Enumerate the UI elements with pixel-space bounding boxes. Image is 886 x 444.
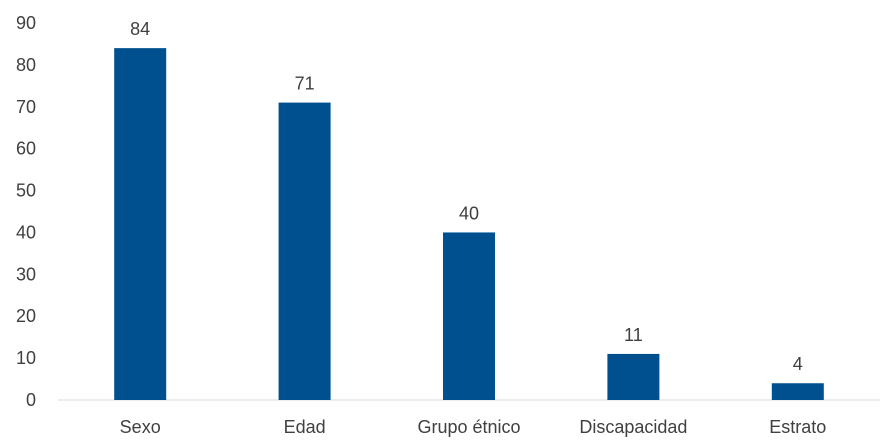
bar-1 [278,102,331,400]
y-tick-label: 30 [16,264,36,284]
x-category-label: Edad [284,417,326,437]
bar-3 [607,353,660,400]
y-tick-label: 90 [16,13,36,33]
y-tick-label: 80 [16,55,36,75]
data-label: 84 [130,19,150,39]
data-labels: 84 71 40 11 4 [130,19,803,374]
x-axis-labels: Sexo Edad Grupo étnico Discapacidad Estrato [120,417,827,437]
bar-4 [771,383,824,400]
x-category-label: Sexo [120,417,161,437]
x-category-label: Discapacidad [579,417,687,437]
data-label: 71 [295,74,315,94]
y-tick-label: 50 [16,181,36,201]
x-category-label: Estrato [769,417,826,437]
y-tick-label: 20 [16,306,36,326]
x-category-label: Grupo étnico [417,417,520,437]
data-label: 11 [624,325,643,345]
bar-0 [114,48,167,401]
y-axis-ticks: 0 10 20 30 40 50 60 70 80 90 [16,13,36,410]
data-label: 40 [459,203,479,223]
y-tick-label: 60 [16,139,36,159]
bar-2 [443,232,495,400]
y-tick-label: 10 [16,348,36,368]
data-label: 4 [793,354,803,374]
bars [114,48,824,401]
y-tick-label: 0 [26,390,36,410]
y-tick-label: 40 [16,222,36,242]
y-tick-label: 70 [16,97,36,117]
